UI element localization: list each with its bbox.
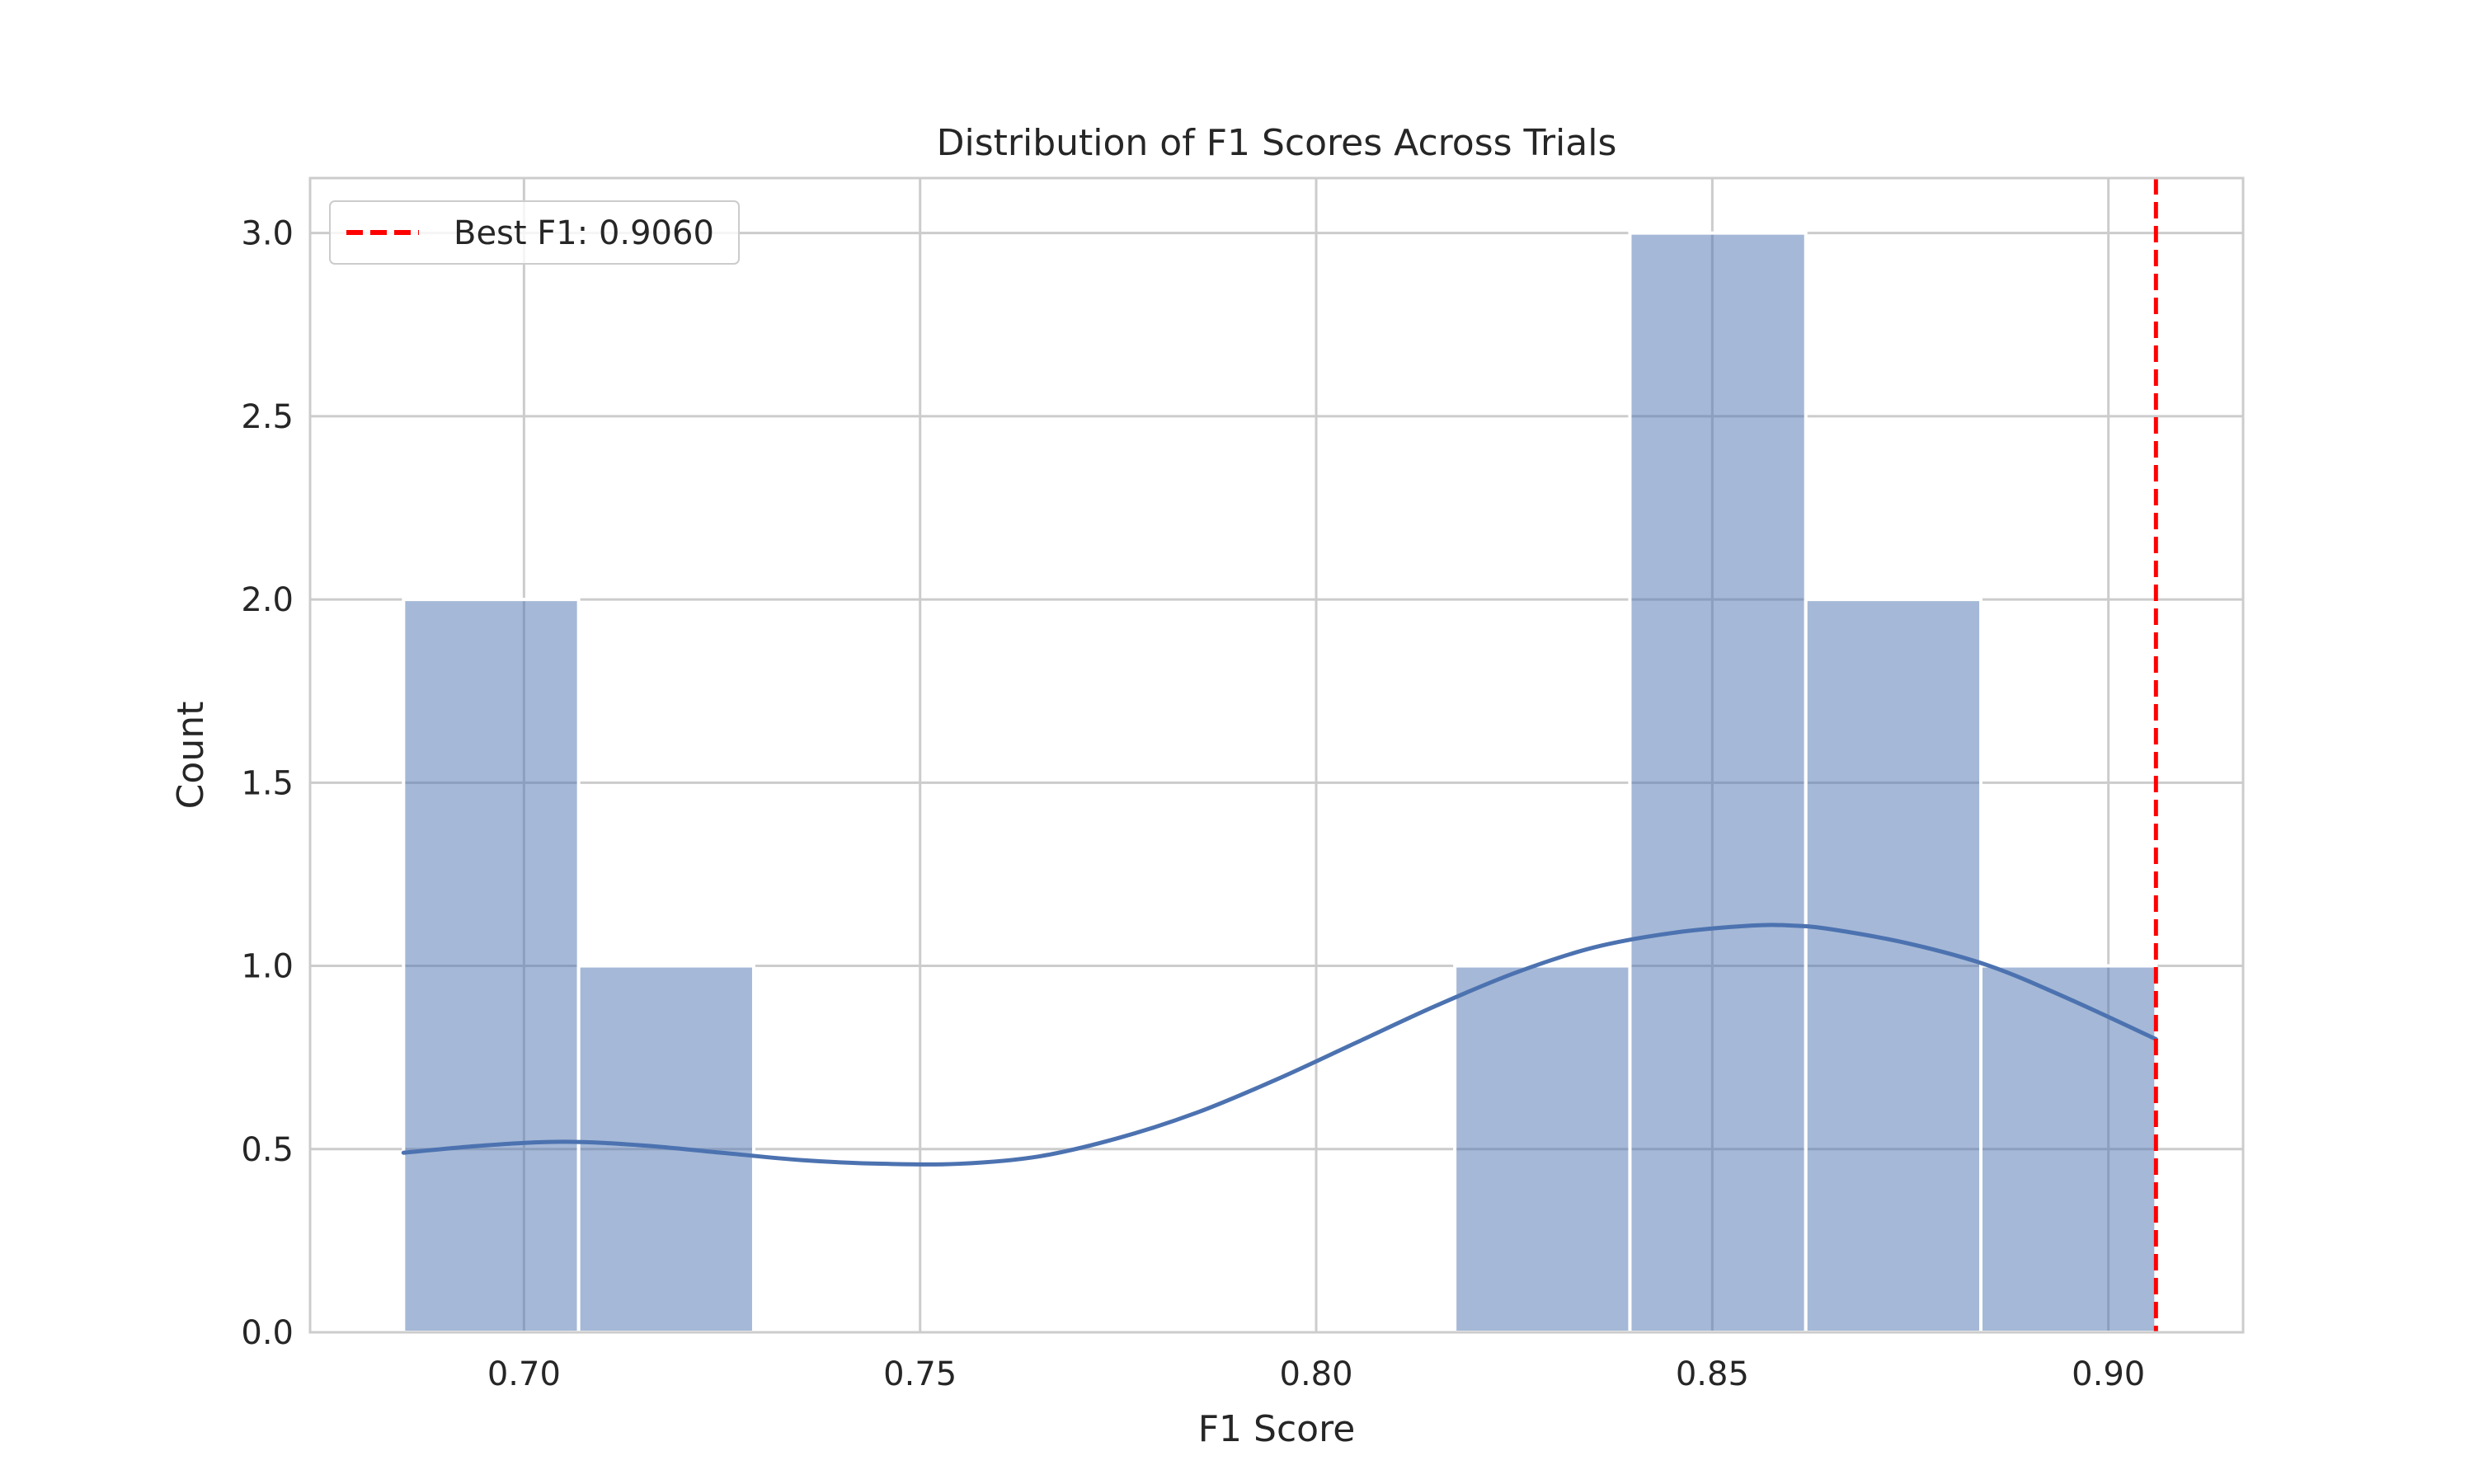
histogram-bar-9 <box>1804 598 1983 1334</box>
y-tick-label-3.0: 3.0 <box>241 215 294 253</box>
y-tick-label-1.5: 1.5 <box>241 764 294 802</box>
y-axis-label: Count <box>170 702 212 810</box>
y-tick-label-1.0: 1.0 <box>241 948 294 986</box>
kde-curve <box>401 923 2158 1167</box>
y-tick-label-0.5: 0.5 <box>241 1131 294 1169</box>
legend-label: Best F1: 0.9060 <box>454 214 714 252</box>
x-tick-label-0.75: 0.75 <box>883 1355 957 1393</box>
legend: Best F1: 0.9060 <box>329 200 740 265</box>
histogram-bar-10 <box>1979 964 2158 1334</box>
x-tick-label-0.85: 0.85 <box>1676 1355 1749 1393</box>
plot-frame <box>308 176 2245 1334</box>
y-tick-label-2.5: 2.5 <box>241 398 294 436</box>
histogram-bar-1 <box>402 598 581 1334</box>
x-axis-label: F1 Score <box>1198 1408 1356 1450</box>
x-axis-ticks: 0.70 0.75 0.80 0.85 0.90 <box>487 1355 2145 1393</box>
chart-title: Distribution of F1 Scores Across Trials <box>937 122 1617 164</box>
x-tick-label-0.80: 0.80 <box>1280 1355 1353 1393</box>
legend-box <box>329 200 740 265</box>
x-tick-label-0.70: 0.70 <box>487 1355 561 1393</box>
histogram-bar-8 <box>1628 231 1808 1335</box>
histogram-bar-7 <box>1453 964 1632 1334</box>
histogram-bars <box>402 231 2158 1335</box>
y-axis-ticks: 0.0 0.5 1.0 1.5 2.0 2.5 3.0 <box>241 215 294 1352</box>
y-tick-label-0.0: 0.0 <box>241 1314 294 1352</box>
kde-line <box>401 923 2158 1167</box>
y-tick-label-2.0: 2.0 <box>241 581 294 619</box>
x-tick-label-0.90: 0.90 <box>2072 1355 2145 1393</box>
